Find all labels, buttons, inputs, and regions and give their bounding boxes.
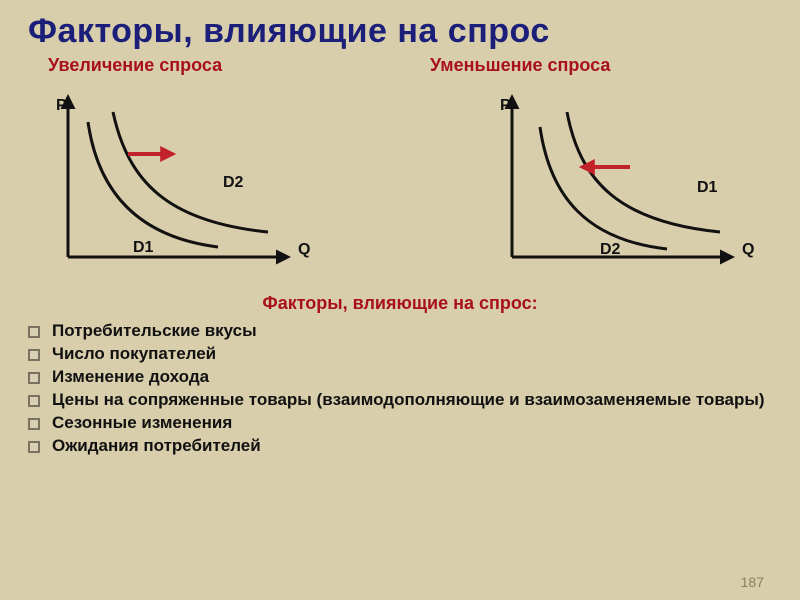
main-title: Факторы, влияющие на спрос [28,12,772,51]
chart-decrease-svg: P Q D2 D1 [472,82,772,282]
subtitle-decrease: Уменьшение спроса [390,55,772,76]
svg-text:P: P [500,97,511,114]
svg-text:P: P [56,97,67,114]
page-number: 187 [741,574,764,590]
factor-item: Сезонные изменения [28,412,772,435]
factors-list: Потребительские вкусы Число покупателей … [28,320,772,458]
svg-text:D2: D2 [600,241,621,258]
factors-title: Факторы, влияющие на спрос: [28,293,772,314]
factor-item: Цены на сопряженные товары (взаимодополн… [28,389,772,412]
charts-row: P Q D1 D2 P Q D2 D1 [28,82,772,287]
subtitle-row: Увеличение спроса Уменьшение спроса [28,55,772,76]
svg-text:Q: Q [742,241,754,258]
factor-item: Потребительские вкусы [28,320,772,343]
chart-increase: P Q D1 D2 [28,82,328,287]
slide: Факторы, влияющие на спрос Увеличение сп… [0,0,800,600]
svg-text:D2: D2 [223,174,244,191]
factor-item: Ожидания потребителей [28,435,772,458]
factor-item: Изменение дохода [28,366,772,389]
chart-decrease: P Q D2 D1 [472,82,772,287]
subtitle-increase: Увеличение спроса [28,55,390,76]
svg-text:D1: D1 [133,239,154,256]
factor-item: Число покупателей [28,343,772,366]
svg-text:D1: D1 [697,179,718,196]
chart-increase-svg: P Q D1 D2 [28,82,328,282]
svg-text:Q: Q [298,241,310,258]
